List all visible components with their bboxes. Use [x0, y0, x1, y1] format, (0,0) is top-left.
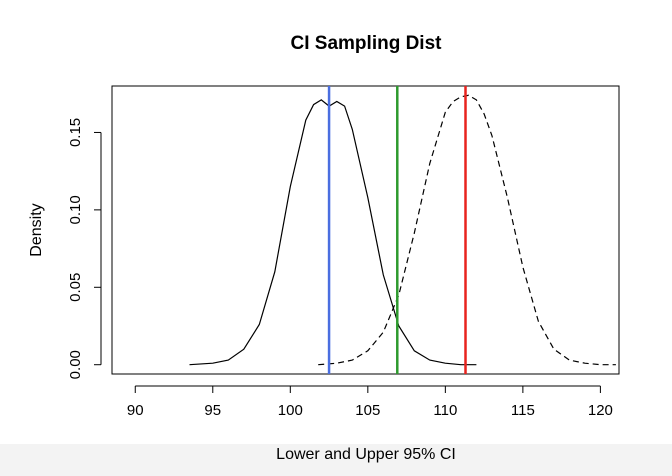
plot-frame [111, 85, 620, 375]
x-tick-label: 105 [355, 402, 380, 419]
lower-ci-density-line [189, 99, 477, 366]
chart-title: CI Sampling Dist [291, 33, 443, 54]
y-tick-label: 0.00 [67, 350, 84, 379]
y-axis-label: Density [28, 203, 45, 256]
x-tick-label: 90 [127, 402, 144, 419]
upper-ci-density-line [318, 94, 616, 366]
x-tick-label: 100 [278, 402, 303, 419]
y-tick-label: 0.05 [67, 273, 84, 302]
y-axis: 0.00 0.05 0.10 0.15 [67, 118, 102, 379]
x-tick-label: 95 [204, 402, 221, 419]
x-tick-label: 115 [511, 402, 535, 419]
x-axis: 90 95 100 105 110 115 120 [127, 385, 613, 419]
bottom-band [0, 444, 672, 476]
y-tick-label: 0.15 [67, 118, 84, 147]
x-tick-label: 110 [433, 402, 457, 419]
vline-layer [327, 86, 467, 374]
x-axis-label: Lower and Upper 95% CI [276, 446, 456, 463]
x-tick-label: 120 [588, 402, 613, 419]
y-tick-label: 0.10 [67, 195, 84, 224]
series-layer [189, 94, 616, 366]
